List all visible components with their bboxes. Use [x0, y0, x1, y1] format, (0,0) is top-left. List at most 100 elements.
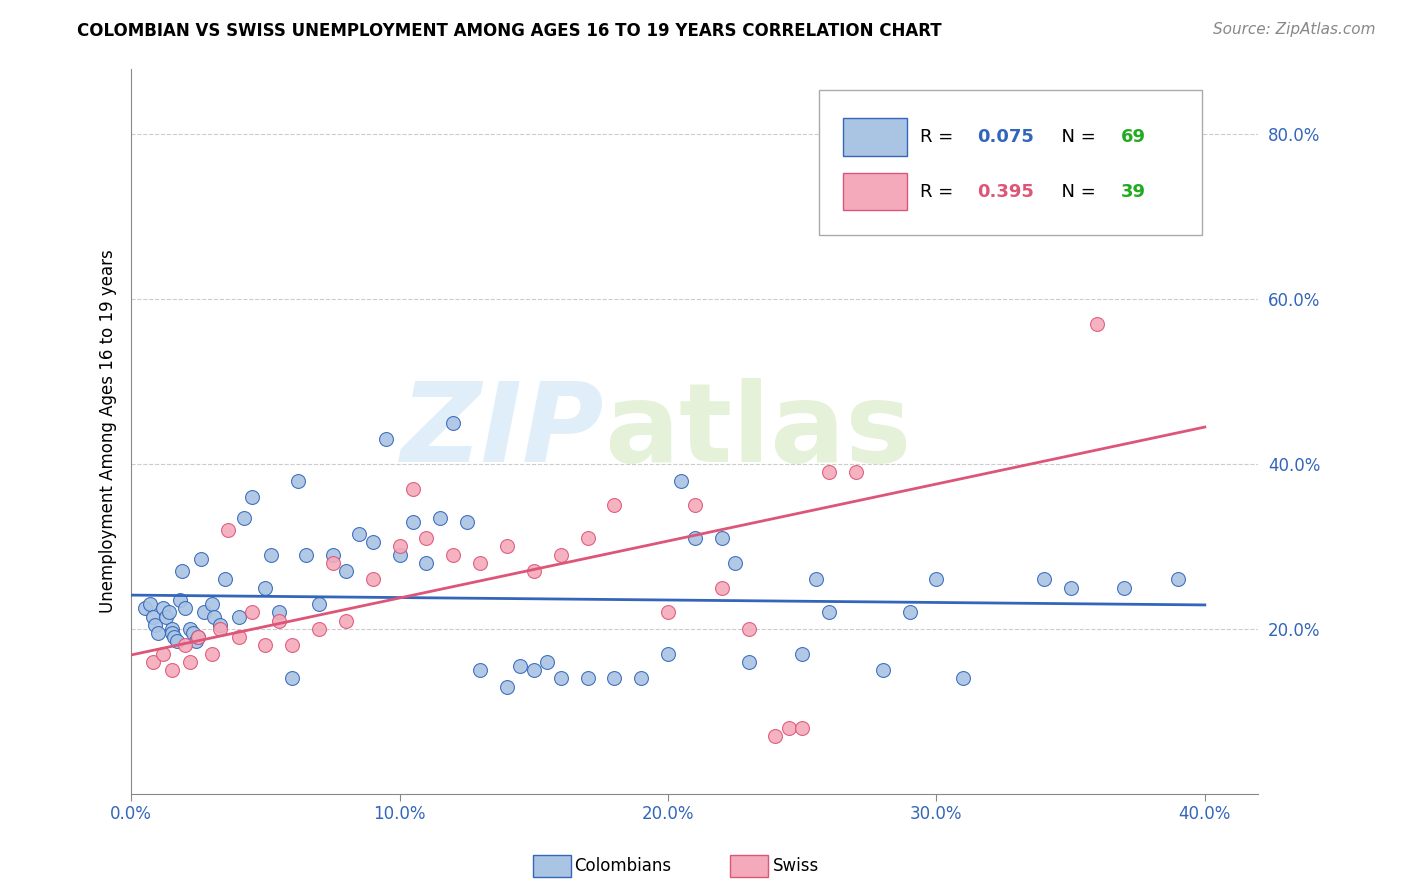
- Point: [683, 498, 706, 512]
- Point: [134, 601, 156, 615]
- Point: [267, 614, 290, 628]
- Point: [228, 630, 250, 644]
- Point: [142, 655, 165, 669]
- FancyBboxPatch shape: [842, 118, 907, 155]
- Point: [1059, 581, 1081, 595]
- Point: [267, 606, 290, 620]
- Point: [294, 548, 316, 562]
- Point: [441, 548, 464, 562]
- Point: [509, 659, 531, 673]
- Point: [157, 606, 180, 620]
- Point: [201, 597, 224, 611]
- Text: 0.395: 0.395: [977, 183, 1033, 201]
- Point: [737, 655, 759, 669]
- Point: [1140, 194, 1163, 208]
- Point: [415, 556, 437, 570]
- Text: 0.075: 0.075: [977, 128, 1033, 145]
- Point: [184, 634, 207, 648]
- Point: [402, 515, 425, 529]
- Point: [208, 622, 231, 636]
- Point: [763, 729, 786, 743]
- Point: [260, 548, 283, 562]
- Point: [187, 630, 209, 644]
- Point: [402, 482, 425, 496]
- Point: [240, 606, 263, 620]
- Point: [201, 647, 224, 661]
- Point: [576, 671, 599, 685]
- Point: [818, 606, 841, 620]
- Point: [145, 617, 167, 632]
- Point: [214, 573, 236, 587]
- Point: [925, 573, 948, 587]
- Point: [388, 540, 411, 554]
- Point: [146, 626, 169, 640]
- Point: [322, 556, 344, 570]
- Point: [737, 622, 759, 636]
- Point: [361, 535, 384, 549]
- Text: COLOMBIAN VS SWISS UNEMPLOYMENT AMONG AGES 16 TO 19 YEARS CORRELATION CHART: COLOMBIAN VS SWISS UNEMPLOYMENT AMONG AG…: [77, 22, 942, 40]
- Point: [187, 630, 209, 644]
- Point: [603, 498, 626, 512]
- Point: [550, 671, 572, 685]
- Point: [845, 465, 868, 479]
- Point: [281, 638, 304, 652]
- Point: [193, 606, 215, 620]
- Text: Source: ZipAtlas.com: Source: ZipAtlas.com: [1212, 22, 1375, 37]
- Point: [1167, 573, 1189, 587]
- Point: [160, 663, 183, 677]
- FancyBboxPatch shape: [818, 90, 1202, 235]
- Point: [496, 540, 519, 554]
- Point: [166, 634, 188, 648]
- Point: [792, 647, 814, 661]
- Point: [204, 609, 226, 624]
- Text: R =: R =: [921, 128, 959, 145]
- Point: [952, 671, 974, 685]
- Text: N =: N =: [1050, 183, 1101, 201]
- Point: [335, 614, 357, 628]
- Text: R =: R =: [921, 183, 959, 201]
- Point: [254, 638, 277, 652]
- Point: [240, 490, 263, 504]
- Text: atlas: atlas: [605, 377, 912, 484]
- Point: [710, 581, 733, 595]
- Point: [139, 597, 162, 611]
- Point: [818, 465, 841, 479]
- Point: [470, 663, 492, 677]
- Text: 39: 39: [1121, 183, 1146, 201]
- Point: [872, 663, 894, 677]
- Point: [179, 655, 201, 669]
- Point: [429, 510, 451, 524]
- Point: [233, 510, 256, 524]
- Text: 69: 69: [1121, 128, 1146, 145]
- Point: [281, 671, 304, 685]
- Point: [1087, 317, 1109, 331]
- Point: [181, 626, 204, 640]
- Point: [724, 556, 747, 570]
- Point: [160, 626, 183, 640]
- Point: [152, 647, 174, 661]
- Point: [792, 721, 814, 735]
- Point: [898, 606, 921, 620]
- Point: [208, 617, 231, 632]
- Point: [496, 680, 519, 694]
- Point: [523, 564, 546, 578]
- Point: [322, 548, 344, 562]
- Point: [415, 531, 437, 545]
- Point: [804, 573, 827, 587]
- Point: [671, 474, 693, 488]
- Point: [163, 630, 186, 644]
- Point: [308, 622, 330, 636]
- Point: [388, 548, 411, 562]
- Point: [152, 601, 174, 615]
- Point: [254, 581, 277, 595]
- Point: [155, 609, 177, 624]
- Point: [335, 564, 357, 578]
- Text: ZIP: ZIP: [401, 377, 605, 484]
- Point: [217, 523, 239, 537]
- Point: [308, 597, 330, 611]
- FancyBboxPatch shape: [842, 173, 907, 211]
- Point: [160, 622, 183, 636]
- Text: N =: N =: [1050, 128, 1101, 145]
- Point: [1032, 573, 1054, 587]
- Point: [349, 527, 371, 541]
